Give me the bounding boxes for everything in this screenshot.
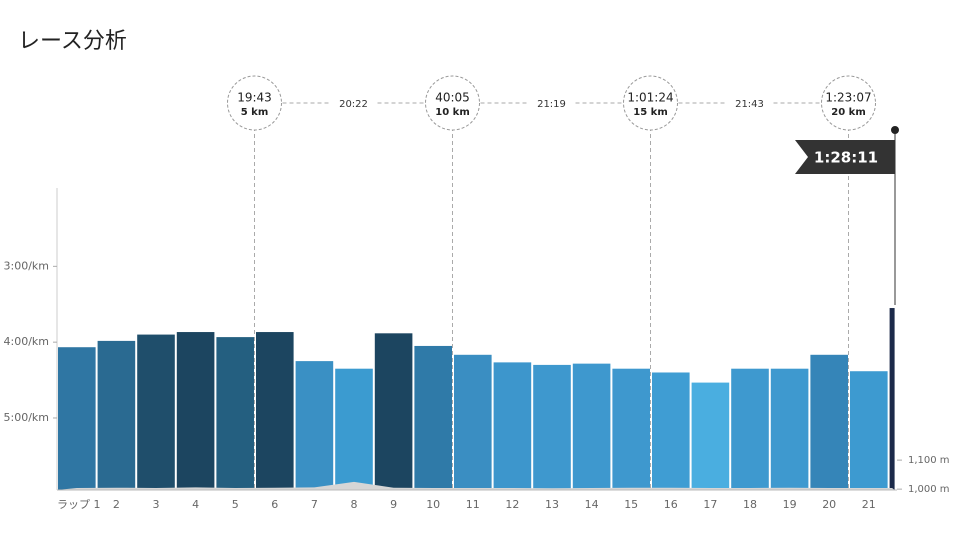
split-interval: 21:19 — [537, 99, 566, 110]
bar — [414, 345, 452, 490]
x-tick-label: 17 — [703, 498, 717, 511]
finish-flag — [795, 140, 895, 174]
x-tick-label: 9 — [390, 498, 397, 511]
y2-tick-label: 1,000 m — [908, 484, 950, 495]
y-tick-label: 3:00/km — [4, 259, 50, 272]
x-tick-label: 18 — [743, 498, 757, 511]
split-distance: 10 km — [435, 107, 469, 118]
bar — [612, 368, 650, 490]
bar — [137, 334, 175, 490]
split-distance: 20 km — [831, 107, 865, 118]
split-time: 1:23:07 — [825, 91, 871, 105]
bar — [454, 354, 492, 490]
bar — [58, 347, 96, 490]
split-distance: 15 km — [633, 107, 667, 118]
x-tick-label: 15 — [624, 498, 638, 511]
x-tick-label: 6 — [271, 498, 278, 511]
bar — [572, 363, 611, 490]
bar — [691, 382, 730, 490]
x-tick-label: 4 — [192, 498, 199, 511]
x-tick-label: 21 — [862, 498, 876, 511]
split-marker — [425, 75, 480, 131]
split-marker — [821, 75, 876, 131]
bar — [216, 337, 254, 490]
finish-dot — [891, 126, 899, 134]
x-tick-label: 2 — [113, 498, 120, 511]
bar — [97, 340, 136, 490]
bar — [176, 332, 215, 490]
y-tick-label: 4:00/km — [4, 335, 50, 348]
chart-title: レース分析 — [18, 29, 127, 54]
x-tick-label: 8 — [351, 498, 358, 511]
x-tick-label: ラップ 1 — [57, 498, 101, 511]
y-tick-label: 5:00/km — [4, 411, 50, 424]
bar — [810, 354, 848, 490]
elevation-area — [57, 481, 895, 490]
x-tick-label: 20 — [822, 498, 836, 511]
y2-tick-label: 1,100 m — [908, 455, 950, 466]
x-tick-label: 5 — [232, 498, 239, 511]
bar — [533, 364, 571, 490]
split-distance: 5 km — [241, 107, 269, 118]
bar — [652, 372, 690, 490]
split-marker — [227, 75, 282, 131]
bar — [850, 371, 888, 490]
x-tick-label: 10 — [426, 498, 440, 511]
split-interval: 20:22 — [339, 99, 368, 110]
bar — [256, 332, 294, 490]
split-time: 1:01:24 — [627, 91, 673, 105]
bar — [335, 368, 373, 490]
split-interval: 21:43 — [735, 99, 764, 110]
bar — [770, 368, 809, 490]
bar — [295, 361, 334, 490]
bar — [889, 308, 895, 490]
x-tick-label: 19 — [783, 498, 797, 511]
x-tick-label: 14 — [585, 498, 599, 511]
split-time: 40:05 — [435, 91, 470, 105]
x-tick-label: 3 — [153, 498, 160, 511]
bar — [493, 362, 532, 490]
split-marker — [623, 75, 678, 131]
x-tick-label: 16 — [664, 498, 678, 511]
x-tick-label: 11 — [466, 498, 480, 511]
x-tick-label: 12 — [505, 498, 519, 511]
bar — [374, 333, 413, 490]
split-time: 19:43 — [237, 91, 272, 105]
bar — [731, 368, 769, 490]
x-tick-label: 7 — [311, 498, 318, 511]
finish-time: 1:28:11 — [814, 149, 878, 167]
x-tick-label: 13 — [545, 498, 559, 511]
